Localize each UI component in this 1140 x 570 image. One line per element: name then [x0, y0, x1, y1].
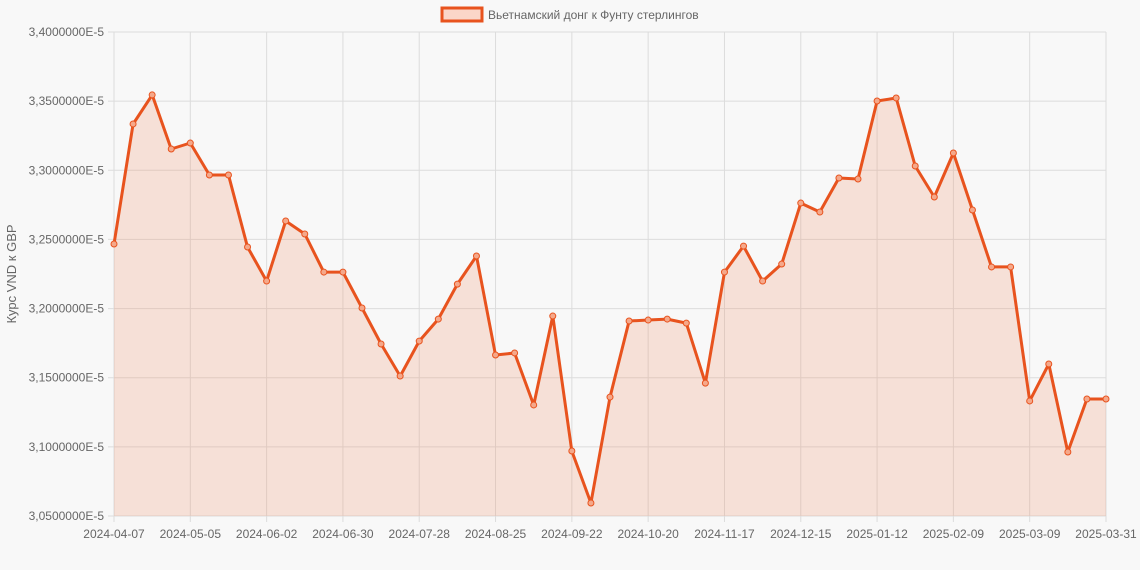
legend-label: Вьетнамский донг к Фунту стерлингов: [488, 8, 699, 22]
data-point[interactable]: [530, 401, 538, 409]
data-point[interactable]: [892, 94, 900, 102]
data-point[interactable]: [167, 145, 175, 153]
data-point[interactable]: [263, 277, 271, 285]
data-point[interactable]: [587, 499, 595, 507]
data-point[interactable]: [1102, 395, 1110, 403]
data-point[interactable]: [606, 393, 614, 401]
data-point[interactable]: [186, 139, 194, 147]
x-tick-label: 2025-01-12: [846, 527, 908, 541]
x-tick-label: 2024-11-17: [694, 527, 755, 541]
data-point[interactable]: [415, 337, 423, 345]
data-point[interactable]: [949, 149, 957, 157]
x-tick-label: 2024-05-05: [160, 527, 222, 541]
data-point[interactable]: [301, 230, 309, 238]
y-tick-label: 3,4000000E-5: [29, 25, 105, 39]
data-point[interactable]: [663, 315, 671, 323]
data-point[interactable]: [1007, 263, 1015, 271]
data-points: [110, 91, 1110, 507]
data-point[interactable]: [1026, 397, 1034, 405]
data-point[interactable]: [358, 304, 366, 312]
data-point[interactable]: [797, 199, 805, 207]
data-point[interactable]: [930, 193, 938, 201]
data-point[interactable]: [873, 97, 881, 105]
data-point[interactable]: [129, 120, 137, 128]
data-point[interactable]: [740, 242, 748, 250]
y-tick-label: 3,0500000E-5: [29, 509, 105, 523]
data-point[interactable]: [205, 171, 213, 179]
legend-swatch[interactable]: [440, 6, 484, 23]
data-point[interactable]: [282, 217, 290, 225]
x-tick-label: 2024-07-28: [389, 527, 451, 541]
data-point[interactable]: [511, 349, 519, 357]
legend[interactable]: Вьетнамский донг к Фунту стерлингов: [440, 6, 699, 23]
x-tick-label: 2024-08-25: [465, 527, 527, 541]
y-tick-label: 3,2000000E-5: [29, 302, 105, 316]
y-tick-label: 3,1000000E-5: [29, 440, 105, 454]
data-point[interactable]: [320, 268, 328, 276]
data-point[interactable]: [835, 174, 843, 182]
x-tick-label: 2024-06-30: [312, 527, 374, 541]
data-point[interactable]: [472, 252, 480, 260]
data-point[interactable]: [339, 268, 347, 276]
data-point[interactable]: [911, 162, 919, 170]
data-point[interactable]: [453, 280, 461, 288]
data-point[interactable]: [816, 208, 824, 216]
data-point[interactable]: [682, 319, 690, 327]
y-tick-label: 3,2500000E-5: [29, 232, 105, 246]
data-point[interactable]: [1083, 395, 1091, 403]
x-tick-label: 2024-09-22: [541, 527, 603, 541]
y-tick-label: 3,1500000E-5: [29, 371, 105, 385]
x-tick-label: 2024-12-15: [770, 527, 832, 541]
data-point[interactable]: [644, 316, 652, 324]
data-point[interactable]: [778, 260, 786, 268]
x-tick-label: 2025-02-09: [923, 527, 985, 541]
x-tick-label: 2024-04-07: [83, 527, 145, 541]
data-point[interactable]: [568, 447, 576, 455]
data-point[interactable]: [1064, 448, 1072, 456]
data-point[interactable]: [244, 243, 252, 251]
data-point[interactable]: [854, 175, 862, 183]
data-point[interactable]: [377, 340, 385, 348]
data-point[interactable]: [492, 351, 500, 359]
data-point[interactable]: [549, 312, 557, 320]
data-point[interactable]: [396, 372, 404, 380]
area-fill: [114, 94, 1106, 517]
data-point[interactable]: [1045, 360, 1053, 368]
x-tick-label: 2025-03-09: [999, 527, 1061, 541]
x-tick-label: 2024-06-02: [236, 527, 298, 541]
y-tick-label: 3,3000000E-5: [29, 163, 105, 177]
data-point[interactable]: [701, 379, 709, 387]
data-point[interactable]: [720, 268, 728, 276]
y-tick-label: 3,3500000E-5: [29, 94, 105, 108]
data-point[interactable]: [224, 171, 232, 179]
data-point[interactable]: [110, 240, 118, 248]
x-tick-label: 2024-10-20: [617, 527, 679, 541]
x-tick-label: 2025-03-31: [1075, 527, 1137, 541]
data-point[interactable]: [625, 317, 633, 325]
data-point[interactable]: [759, 277, 767, 285]
data-point[interactable]: [968, 206, 976, 214]
y-axis-title: Курс VND к GBP: [4, 224, 19, 323]
x-axis-ticks: 2024-04-07 2024-05-05 2024-06-02 2024-06-30…: [83, 527, 1137, 541]
data-point[interactable]: [148, 91, 156, 99]
data-point[interactable]: [434, 315, 442, 323]
y-gridlines: [108, 31, 1106, 517]
y-axis-ticks: 3,4000000E-5 3,3500000E-5 3,3000000E-5 3,25…: [29, 25, 105, 523]
data-point[interactable]: [988, 263, 996, 271]
